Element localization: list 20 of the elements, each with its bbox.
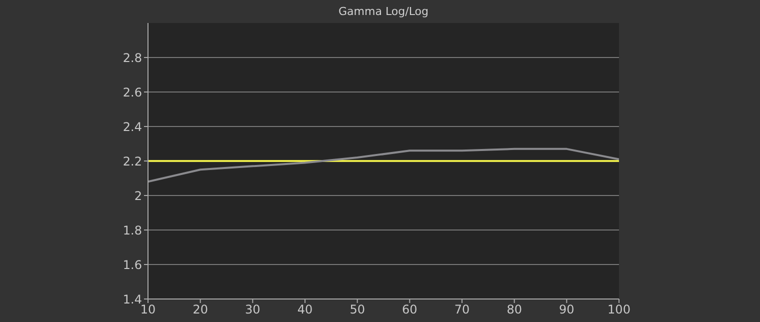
y-tick-label: 2 [134, 188, 142, 203]
y-tick-label: 1.6 [122, 258, 142, 272]
x-tick-label: 10 [140, 302, 156, 317]
x-tick-label: 50 [350, 302, 365, 317]
y-tick-label: 2.2 [122, 154, 142, 168]
x-tick-label: 40 [297, 302, 313, 317]
x-tick-label: 90 [559, 302, 574, 317]
x-tick-label: 70 [454, 302, 470, 317]
line-series [148, 148, 619, 183]
y-tick-label: 2.8 [122, 50, 142, 65]
y-tick-label: 2.6 [122, 85, 142, 100]
x-tick-label: 60 [402, 302, 418, 317]
chart-title: Gamma Log/Log [338, 5, 430, 18]
y-tick-label: 1.8 [122, 223, 142, 238]
y-tick-label: 2.4 [122, 120, 142, 134]
y-tick-label: 1.4 [122, 292, 142, 306]
x-tick-label: 30 [245, 302, 260, 317]
x-tick-label: 100 [608, 302, 630, 317]
x-tick-label: 80 [506, 302, 522, 317]
x-tick-label: 20 [192, 302, 208, 317]
